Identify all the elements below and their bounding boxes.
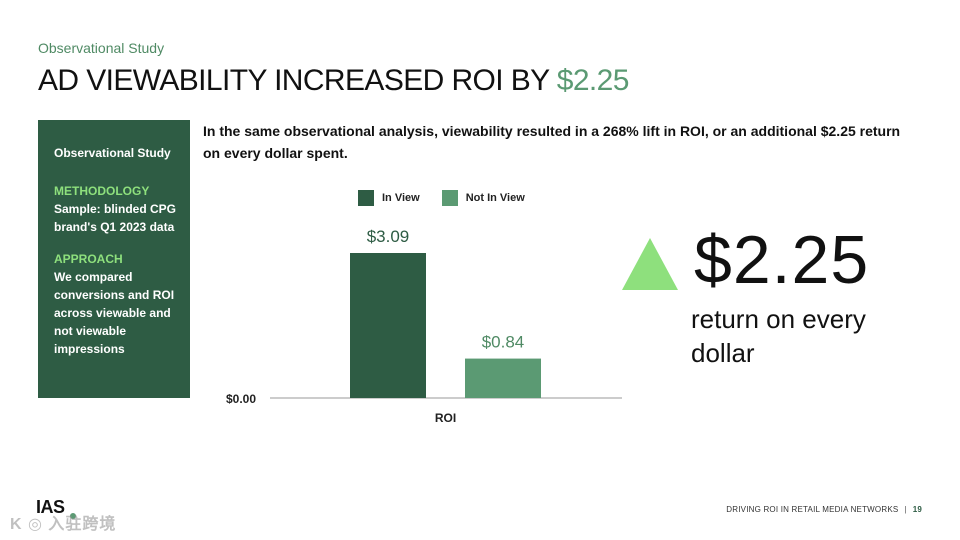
approach-text: We compared conversions and ROI across v… xyxy=(54,270,175,356)
logo-dot-icon xyxy=(70,513,76,519)
chart-legend: In View Not In View xyxy=(358,190,547,206)
ias-logo: IAS xyxy=(36,497,65,517)
legend-swatch-not-in-view xyxy=(441,190,458,206)
roi-bar-chart: $0.00 $3.09 $0.84 ROI xyxy=(226,227,622,425)
data-label-in-view: $3.09 xyxy=(367,227,410,246)
approach-block: APPROACH We compared conversions and ROI… xyxy=(54,250,180,358)
up-triangle-icon xyxy=(622,238,678,290)
bar-not-in-view xyxy=(465,358,541,398)
methodology-block: METHODOLOGY Sample: blinded CPG brand's … xyxy=(54,182,180,236)
legend-item-not-in-view: Not In View xyxy=(441,190,525,206)
legend-label-in-view: In View xyxy=(382,192,420,204)
footer: DRIVING ROI IN RETAIL MEDIA NETWORKS | 1… xyxy=(726,505,922,514)
page-title-accent: $2.25 xyxy=(556,64,630,97)
legend-swatch-in-view xyxy=(358,190,374,206)
data-label-not-in-view: $0.84 xyxy=(482,333,525,352)
footer-text: DRIVING ROI IN RETAIL MEDIA NETWORKS xyxy=(726,505,899,514)
highlight-caption: return on every dollar xyxy=(691,304,866,368)
page-title-main: AD VIEWABILITY INCREASED ROI BY xyxy=(38,64,557,97)
eyebrow-label: Observational Study xyxy=(38,40,165,56)
highlight-value: $2.25 xyxy=(694,222,870,298)
roi-highlight: $2.25 return on every dollar xyxy=(620,222,940,382)
y-baseline-label: $0.00 xyxy=(226,392,256,406)
methodology-text: Sample: blinded CPG brand's Q1 2023 data xyxy=(54,202,177,234)
page-number: 19 xyxy=(912,505,922,514)
methodology-heading: METHODOLOGY xyxy=(54,184,150,198)
study-sidebar: Observational Study METHODOLOGY Sample: … xyxy=(38,120,190,398)
intro-text: In the same observational analysis, view… xyxy=(203,123,901,161)
bar-in-view xyxy=(350,253,426,398)
sidebar-title: Observational Study xyxy=(54,146,171,160)
legend-label-not-in-view: Not In View xyxy=(465,192,525,204)
approach-heading: APPROACH xyxy=(54,252,123,266)
legend-item-in-view: In View xyxy=(358,190,420,206)
watermark: K ◎ 入驻跨境 xyxy=(10,516,117,533)
x-category-label: ROI xyxy=(435,411,456,425)
page-title: AD VIEWABILITY INCREASED ROI BY $2.25 xyxy=(38,64,629,98)
footer-separator: | xyxy=(904,505,907,514)
